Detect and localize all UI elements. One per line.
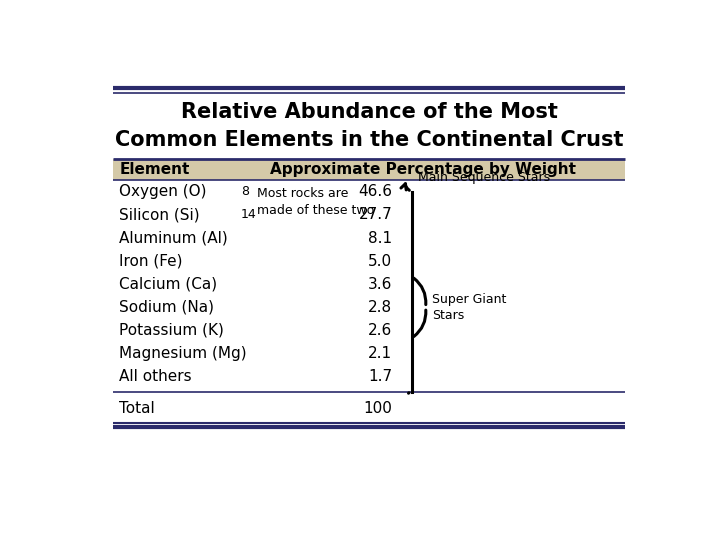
Text: 8: 8 [241, 185, 249, 198]
Text: 100: 100 [364, 402, 392, 416]
Text: Calcium (Ca): Calcium (Ca) [120, 276, 217, 292]
Text: Most rocks are
made of these two: Most rocks are made of these two [256, 187, 374, 217]
Text: 5.0: 5.0 [368, 254, 392, 268]
Text: 8.1: 8.1 [368, 231, 392, 246]
Text: 46.6: 46.6 [359, 184, 392, 199]
Text: Magnesium (Mg): Magnesium (Mg) [120, 346, 247, 361]
Text: Potassium (K): Potassium (K) [120, 323, 225, 338]
Text: Silicon (Si): Silicon (Si) [120, 207, 200, 222]
Text: Iron (Fe): Iron (Fe) [120, 254, 183, 268]
Text: 2.6: 2.6 [368, 323, 392, 338]
Text: 3.6: 3.6 [368, 276, 392, 292]
Bar [113, 159, 625, 180]
Text: Sodium (Na): Sodium (Na) [120, 300, 215, 315]
Text: Element: Element [120, 162, 190, 177]
Text: Super Giant
Stars: Super Giant Stars [432, 293, 506, 322]
Text: Aluminum (Al): Aluminum (Al) [120, 231, 228, 246]
Text: 14: 14 [241, 208, 257, 221]
Text: Main Sequence Stars: Main Sequence Stars [418, 171, 550, 184]
Text: 2.8: 2.8 [368, 300, 392, 315]
Text: Oxygen (O): Oxygen (O) [120, 184, 207, 199]
Text: All others: All others [120, 369, 192, 384]
Text: Relative Abundance of the Most
Common Elements in the Continental Crust: Relative Abundance of the Most Common El… [114, 103, 624, 151]
Text: 2.1: 2.1 [368, 346, 392, 361]
Text: Total: Total [120, 402, 156, 416]
Text: 1.7: 1.7 [368, 369, 392, 384]
Text: 27.7: 27.7 [359, 207, 392, 222]
Text: Approximate Percentage by Weight: Approximate Percentage by Weight [270, 162, 576, 177]
